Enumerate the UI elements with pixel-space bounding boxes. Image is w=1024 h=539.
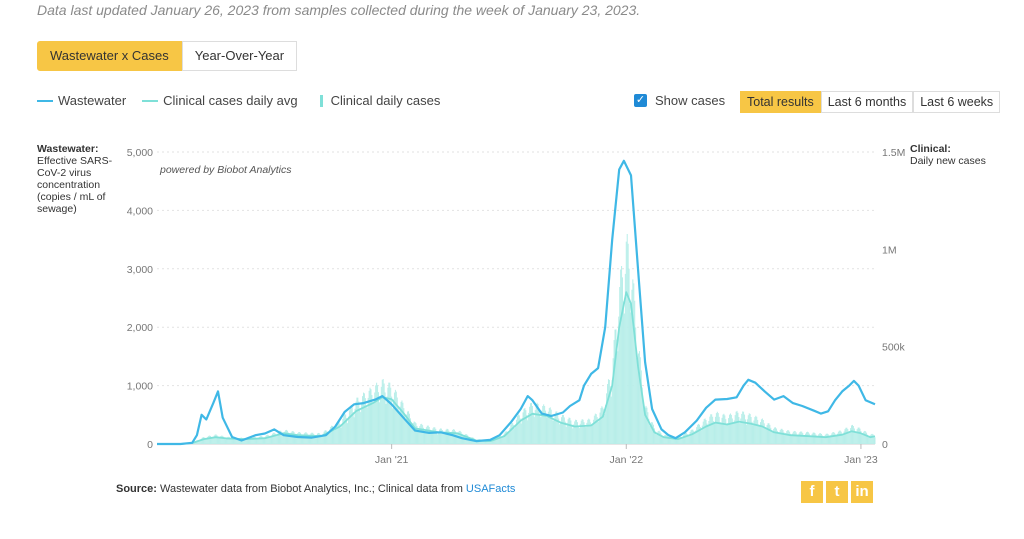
x-tick-label: Jan '21 [375,454,409,466]
y-left-tick-label: 0 [147,439,153,451]
range-last-6-months[interactable]: Last 6 months [820,91,914,113]
left-axis-title-rest: Effective SARS-CoV-2 virus concentration… [37,155,113,215]
clinical-avg-line [157,291,876,445]
range-total-results[interactable]: Total results [740,91,821,113]
show-cases-label: Show cases [655,93,726,108]
powered-by-note: powered by Biobot Analytics [160,164,292,176]
chart-legend: Wastewater Clinical cases daily avg Clin… [37,93,456,108]
range-last-6-weeks[interactable]: Last 6 weeks [913,91,1001,113]
legend-clinical-daily[interactable]: Clinical daily cases [314,93,441,108]
clinical-daily-swatch [319,94,323,107]
social-share: f t in [798,481,873,503]
right-axis-title-rest: Daily new cases [910,155,986,167]
y-left-tick-label: 4,000 [127,205,153,217]
tab-year-over-year[interactable]: Year-Over-Year [181,41,298,71]
checkbox-checked-icon[interactable]: ✓ [634,94,647,107]
legend-clinical-avg[interactable]: Clinical cases daily avg [142,93,298,108]
y-right-tick-label: 0 [882,439,888,451]
left-axis-title-bold: Wastewater: [37,143,99,155]
legend-wastewater[interactable]: Wastewater [37,93,126,108]
usafacts-link[interactable]: USAFacts [465,483,516,495]
facebook-icon[interactable]: f [801,481,823,503]
wastewater-swatch [37,99,53,102]
y-right-tick-label: 500k [882,342,906,354]
x-tick-label: Jan '22 [610,454,644,466]
legend-clinical-avg-label: Clinical cases daily avg [163,93,298,108]
y-right-tick-label: 1M [882,244,897,256]
right-axis-title: Clinical: Daily new cases [910,143,986,167]
source-label: Source: [116,483,157,495]
left-axis-title: Wastewater: Effective SARS-CoV-2 virus c… [37,143,119,215]
x-tick-label: Jan '23 [844,454,878,466]
range-selector: Total results Last 6 months Last 6 weeks [740,91,1001,113]
tab-wastewater-x-cases[interactable]: Wastewater x Cases [37,41,182,71]
legend-clinical-daily-label: Clinical daily cases [330,93,441,108]
y-left-tick-label: 2,000 [127,322,153,334]
legend-wastewater-label: Wastewater [58,93,127,108]
linkedin-icon[interactable]: in [851,481,873,503]
right-axis-title-bold: Clinical: [910,143,951,155]
source-text: Wastewater data from Biobot Analytics, I… [160,483,463,495]
y-left-tick-label: 3,000 [127,264,153,276]
y-left-tick-label: 5,000 [127,147,153,159]
wastewater-line [157,159,876,446]
twitter-icon[interactable]: t [826,481,848,503]
y-right-tick-label: 1.5M [882,147,905,159]
view-tabs: Wastewater x Cases Year-Over-Year [37,41,298,71]
last-updated-note: Data last updated January 26, 2023 from … [37,2,641,18]
clinical-avg-swatch [142,99,159,102]
show-cases-toggle[interactable]: ✓ Show cases [634,93,725,108]
y-left-tick-label: 1,000 [127,381,153,393]
source-note: Source: Wastewater data from Biobot Anal… [116,483,515,495]
